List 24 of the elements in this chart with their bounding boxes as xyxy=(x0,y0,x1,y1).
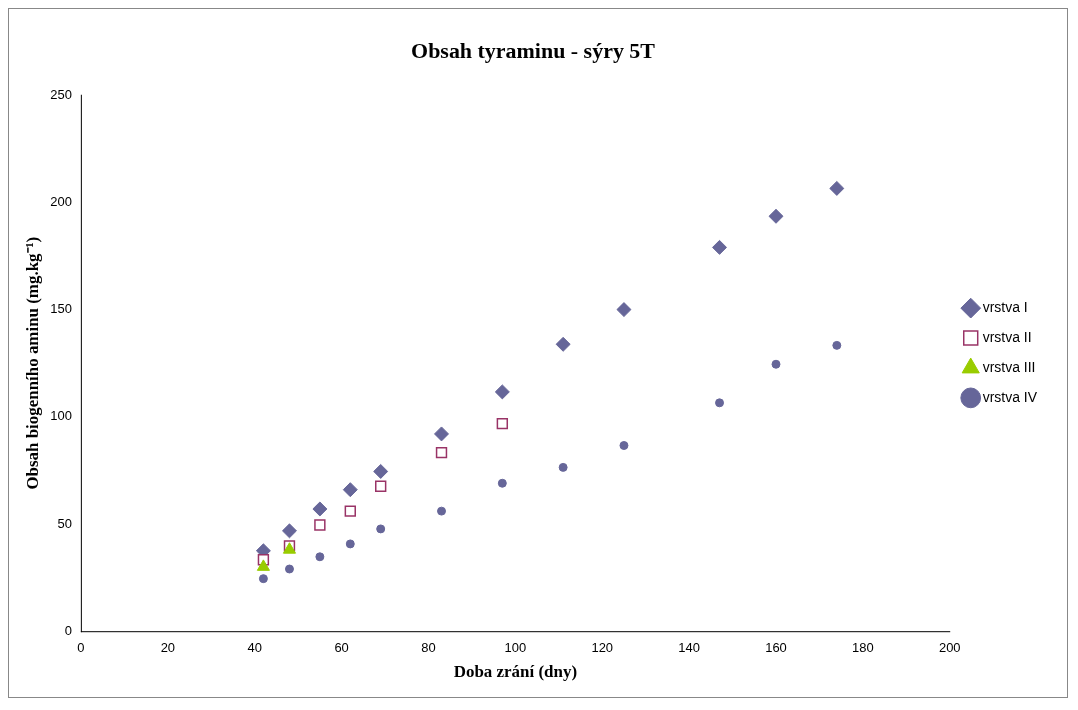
chart-title: Obsah tyraminu - sýry 5T xyxy=(411,37,656,63)
legend-label: vrstva I xyxy=(982,298,1028,315)
x-tick-label: 160 xyxy=(765,639,787,655)
x-tick-label: 100 xyxy=(504,639,527,655)
y-axis-title: Obsah biogenního aminu (mg.kg⁻¹) xyxy=(22,236,42,490)
x-tick-label: 200 xyxy=(938,639,961,655)
x-tick-label: 140 xyxy=(678,639,700,655)
y-tick-label: 0 xyxy=(64,622,72,638)
y-tick-label: 250 xyxy=(50,86,72,102)
y-tick-label: 200 xyxy=(50,193,72,209)
x-tick-label: 80 xyxy=(421,639,436,655)
legend-label: vrstva II xyxy=(982,328,1032,345)
x-tick-label: 120 xyxy=(591,639,614,655)
x-tick-label: 40 xyxy=(247,639,262,655)
x-tick-label: 60 xyxy=(334,639,349,655)
x-tick-label: 180 xyxy=(852,639,874,655)
y-tick-label: 100 xyxy=(50,408,72,424)
x-axis-title: Doba zrání (dny) xyxy=(453,662,578,682)
legend-label: vrstva III xyxy=(982,358,1036,375)
y-tick-label: 50 xyxy=(57,515,72,531)
legend-label: vrstva IV xyxy=(982,388,1038,405)
x-tick-label: 20 xyxy=(160,639,176,655)
x-tick-label: 0 xyxy=(77,639,85,655)
y-tick-label: 150 xyxy=(50,301,72,317)
